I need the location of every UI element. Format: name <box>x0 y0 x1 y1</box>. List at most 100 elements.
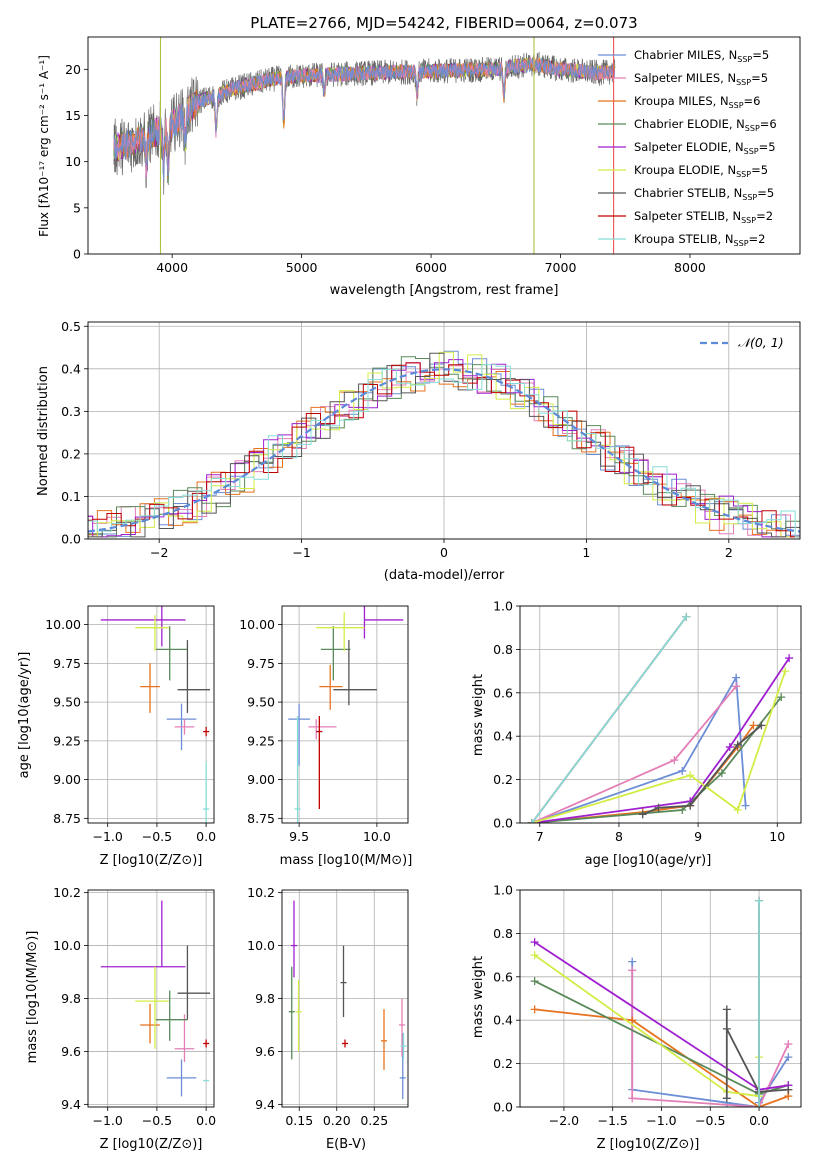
errorbar-chabrier-elodie <box>155 990 188 1041</box>
legend-subscript: SSP <box>737 55 752 64</box>
legend-entry: Kroupa ELODIE, NSSP=5 <box>634 163 768 179</box>
errorbar-chabrier-miles <box>288 703 310 766</box>
y-tick-label: 0.2 <box>493 772 513 787</box>
plus-marker <box>530 1005 539 1014</box>
y-tick-label: 0.4 <box>493 1013 513 1028</box>
plus-marker <box>757 721 766 730</box>
x-tick-label: 7 <box>536 829 544 844</box>
weight-vs-Z-panel: −2.0 −1.5 −1.0 −0.5 0.0 0.0 0.2 0.4 0.6 0.8 1.0 <box>493 883 802 1128</box>
axes-frame <box>281 605 409 824</box>
errorbars <box>100 900 211 1097</box>
legend-entry: Chabrier ELODIE, NSSP=6 <box>634 117 777 133</box>
y-tick-label: 0.3 <box>61 404 81 419</box>
errorbar-kroupa-elodie <box>135 615 169 651</box>
x-tick-label: 9 <box>694 829 702 844</box>
histogram-kroupa-elodie <box>88 351 800 538</box>
axes-frame <box>519 605 802 824</box>
plus-marker <box>784 1085 793 1094</box>
normal-curve <box>88 368 800 533</box>
x-tick-label: 10 <box>769 829 785 844</box>
x-tick-label: 0.0 <box>196 829 216 844</box>
y-tick-label: 9.25 <box>53 733 81 748</box>
errorbar-salpeter-stelib <box>203 726 210 737</box>
y-tick-label: 9.6 <box>61 1044 81 1059</box>
x-tick-label: 0.0 <box>196 1113 216 1128</box>
weight-lines <box>527 612 794 823</box>
mass-vs-ebv-panel: 0.15 0.20 0.25 9.4 9.6 9.8 10.0 10.2 <box>247 885 409 1128</box>
spectrum-xlabel: wavelength [Angstrom, rest frame] <box>330 283 559 298</box>
x-tick-label: −1.5 <box>598 1113 628 1128</box>
y-tick-label: 9.50 <box>247 695 275 710</box>
series-chabrier-stelib <box>638 721 766 819</box>
plus-marker <box>686 801 695 810</box>
y-tick-label: 9.50 <box>53 695 81 710</box>
y-tick-label: 0.8 <box>493 642 513 657</box>
plus-marker <box>628 1094 637 1103</box>
legend-entry: Kroupa STELIB, NSSP=2 <box>634 232 765 248</box>
plus-marker <box>628 957 637 966</box>
plus-marker <box>749 721 758 730</box>
legend-count: =5 <box>759 140 776 154</box>
plus-marker <box>530 938 539 947</box>
histograms <box>88 350 800 538</box>
legend-count: =6 <box>744 94 761 108</box>
plus-marker <box>732 682 741 691</box>
legend-entry: Salpeter ELODIE, NSSP=5 <box>634 140 776 156</box>
weight-vs-age-xlabel: age [log10(age/yr)] <box>585 853 712 868</box>
legend-count: =6 <box>760 117 777 131</box>
y-tick-label: 10.00 <box>239 617 275 632</box>
errorbar-kroupa-miles <box>140 663 160 713</box>
plus-marker <box>682 612 691 621</box>
spectrum-panel: 4000 5000 6000 7000 8000 0 5 10 15 20 <box>65 36 801 275</box>
legend-entry: Salpeter STELIB, NSSP=2 <box>634 209 773 225</box>
errorbar-chabrier-miles <box>399 1032 406 1100</box>
mass-vs-Z-xlabel: Z [log10(Z/Z⊙)] <box>100 1137 203 1152</box>
y-tick-label: 0.5 <box>61 319 81 334</box>
x-tick-label: 0 <box>440 545 448 560</box>
legend-subscript: SSP <box>729 101 744 110</box>
y-tick-label: 0.2 <box>493 1056 513 1071</box>
x-tick-label: 6000 <box>415 260 447 275</box>
errorbar-chabrier-stelib <box>333 640 377 706</box>
plus-marker <box>527 819 536 823</box>
spectrum-ylabel: Flux [fλ10⁻¹⁷ erg cm⁻² s⁻¹ A⁻¹] <box>37 55 51 237</box>
mass-vs-Z-ylabel: mass [log10(M/M⊙)] <box>25 931 40 1064</box>
y-tick-label: 10.2 <box>53 885 81 900</box>
weight-vs-Z-ylabel: mass weight <box>471 956 486 1038</box>
y-tick-label: 10.2 <box>247 885 275 900</box>
errorbar-kroupa-elodie <box>135 966 169 1049</box>
y-tick-label: 9.00 <box>53 772 81 787</box>
y-tick-label: 0.0 <box>493 816 513 831</box>
plus-marker <box>628 1016 637 1025</box>
x-tick-label: 9.5 <box>289 829 309 844</box>
weight-vs-age-panel: 7 8 9 10 0.0 0.2 0.4 0.6 0.8 1.0 <box>493 599 802 844</box>
y-tick-label: 8.75 <box>247 811 275 826</box>
legend-count: =2 <box>756 209 773 223</box>
errorbar-kroupa-miles <box>381 1009 387 1070</box>
plus-marker <box>722 1005 731 1014</box>
axes-frame <box>87 36 801 255</box>
errorbars <box>288 900 407 1100</box>
legend-subscript: SSP <box>742 193 757 202</box>
errorbar-salpeter-elodie <box>100 606 186 647</box>
plus-marker <box>725 743 734 752</box>
plus-marker <box>670 756 679 765</box>
x-tick-label: 4000 <box>156 260 188 275</box>
errorbar-kroupa-elodie <box>295 979 302 1052</box>
x-tick-label: −0.5 <box>142 829 172 844</box>
errorbar-salpeter-miles <box>174 1014 195 1063</box>
y-tick-label: 10.00 <box>45 617 81 632</box>
y-tick-label: 1.0 <box>493 599 513 614</box>
residuals-ylabel: Normed distribution <box>36 366 51 496</box>
y-tick-label: 10.0 <box>247 938 275 953</box>
y-tick-label: 15 <box>65 108 81 123</box>
spectrum-legend: Chabrier MILES, NSSP=5 Salpeter MILES, NS… <box>598 48 777 248</box>
y-tick-label: 9.8 <box>255 991 275 1006</box>
errorbar-kroupa-elodie <box>316 612 365 651</box>
age-vs-Z-panel: −1.0 −0.5 0.0 8.75 9.00 9.25 9.50 9.75 10.00 <box>45 605 216 844</box>
errorbar-salpeter-stelib <box>342 1039 348 1048</box>
plus-marker <box>654 803 663 812</box>
weight-vs-age-ylabel: mass weight <box>471 674 486 756</box>
errorbar-kroupa-stelib <box>203 762 210 823</box>
